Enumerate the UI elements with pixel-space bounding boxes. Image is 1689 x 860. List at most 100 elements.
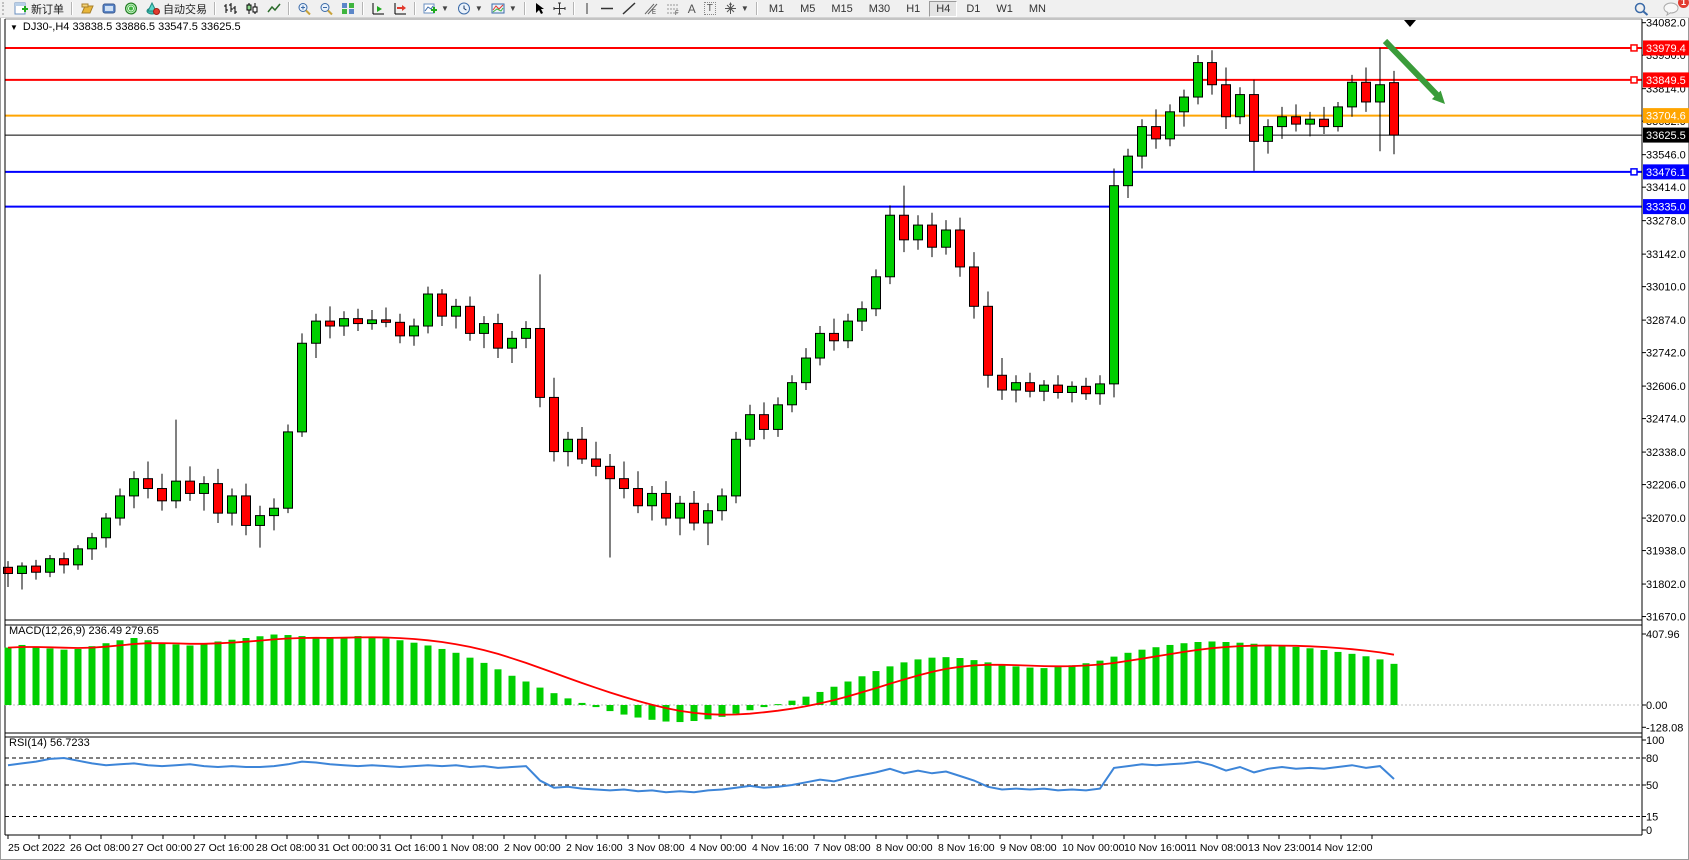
timeframe-m1[interactable]: M1	[768, 2, 785, 15]
candle	[1067, 385, 1077, 393]
timeframe-h1[interactable]: H1	[906, 2, 921, 15]
rsi-line	[7, 756, 1395, 794]
timeframe-mn[interactable]: MN	[1028, 2, 1046, 15]
candle	[1137, 126, 1147, 157]
svg-text:8 Nov 16:00: 8 Nov 16:00	[938, 842, 995, 854]
candle	[1277, 116, 1287, 128]
timeframe-m15[interactable]: M15	[831, 2, 853, 15]
svg-text:13 Nov 23:00: 13 Nov 23:00	[1248, 842, 1311, 854]
horizontal-line-tool[interactable]	[596, 1, 618, 17]
main-toolbar: 新订单 自动交易 ▼ ▼ ▼ E F A T ▼ M1 M5 M15 M30 H1 H4 D…	[0, 0, 1689, 18]
profiles-button[interactable]	[76, 1, 98, 17]
svg-text:31 Oct 00:00: 31 Oct 00:00	[318, 842, 378, 854]
candle	[395, 321, 405, 337]
svg-text:2 Nov 16:00: 2 Nov 16:00	[566, 842, 623, 854]
market-watch-button[interactable]	[98, 1, 120, 17]
equidistant-channel-tool[interactable]: E	[640, 1, 662, 17]
vertical-line-tool[interactable]	[578, 1, 596, 17]
channel-icon: E	[644, 2, 658, 15]
search-button[interactable]	[1630, 1, 1653, 17]
svg-text:4 Nov 16:00: 4 Nov 16:00	[752, 842, 809, 854]
candle	[759, 414, 769, 430]
svg-text:33278.0: 33278.0	[1646, 216, 1686, 228]
candle	[941, 229, 951, 248]
candle	[1081, 385, 1091, 395]
candle	[1319, 118, 1329, 128]
autotrading-button[interactable]: 自动交易	[142, 1, 211, 17]
news-button[interactable]	[120, 1, 142, 17]
candle	[787, 382, 797, 406]
candle	[1179, 96, 1189, 113]
candle	[731, 438, 741, 497]
price-level-lines[interactable]	[5, 44, 1642, 208]
candle	[843, 320, 853, 342]
candle	[3, 566, 13, 574]
candle	[703, 510, 713, 524]
zoom-out-button[interactable]	[315, 1, 337, 17]
cursor-tool-button[interactable]	[529, 1, 549, 17]
dropdown-caret: ▼	[474, 4, 483, 13]
svg-text:27 Oct 16:00: 27 Oct 16:00	[194, 842, 254, 854]
level-handle[interactable]	[1630, 44, 1638, 52]
zoom-in-icon	[297, 2, 311, 15]
svg-text:33546.0: 33546.0	[1646, 150, 1686, 162]
candle	[1151, 126, 1161, 140]
arrows-icon	[724, 2, 737, 15]
chart-shift-button[interactable]	[389, 1, 411, 17]
separator	[755, 2, 758, 15]
autoscroll-icon	[371, 2, 385, 15]
chat-button[interactable]: 1	[1659, 0, 1689, 17]
scroll-marker-icon[interactable]	[1404, 20, 1416, 27]
crosshair-tool-button[interactable]	[549, 1, 570, 17]
svg-text:33849.5: 33849.5	[1646, 75, 1686, 87]
line-chart-button[interactable]	[263, 1, 285, 17]
svg-text:33142.0: 33142.0	[1646, 249, 1686, 261]
label-tool-button[interactable]: T	[700, 1, 720, 17]
svg-text:31938.0: 31938.0	[1646, 546, 1686, 558]
templates-dropdown[interactable]: ▼	[487, 1, 521, 17]
new-order-label: 新订单	[31, 3, 64, 16]
svg-text:32474.0: 32474.0	[1646, 414, 1686, 426]
periods-dropdown[interactable]: ▼	[453, 1, 487, 17]
candle	[101, 517, 111, 539]
timeframe-d1[interactable]: D1	[966, 2, 981, 15]
candlestick-chart-button[interactable]	[241, 1, 263, 17]
arrows-tool-dropdown[interactable]: ▼	[720, 1, 753, 17]
indicators-dropdown[interactable]: ▼	[419, 1, 453, 17]
text-tool-button[interactable]: A	[684, 1, 700, 17]
trendline-tool[interactable]	[618, 1, 640, 17]
separator	[414, 2, 416, 15]
new-order-button[interactable]: 新订单	[10, 1, 68, 17]
timeframe-h4[interactable]: H4	[929, 0, 958, 17]
toolbar-grip[interactable]	[2, 2, 8, 15]
timeframe-w1[interactable]: W1	[996, 2, 1013, 15]
arrow-annotation[interactable]	[1382, 38, 1445, 104]
autoscroll-button[interactable]	[367, 1, 389, 17]
notification-badge: 1	[1678, 0, 1689, 8]
candle	[913, 224, 923, 241]
candle	[465, 305, 475, 334]
svg-text:1 Nov 08:00: 1 Nov 08:00	[442, 842, 499, 854]
timeframe-m5[interactable]: M5	[800, 2, 816, 15]
tile-windows-button[interactable]	[337, 1, 359, 17]
level-handle[interactable]	[1630, 76, 1638, 84]
candle	[199, 483, 209, 494]
timeframe-m30[interactable]: M30	[868, 2, 891, 15]
chart-menu-icon[interactable]: ▼	[10, 22, 18, 32]
candle	[87, 537, 97, 550]
indicators-icon	[423, 2, 437, 15]
candle	[1361, 81, 1371, 103]
candle	[633, 488, 643, 507]
cursor-icon	[533, 2, 545, 15]
fibonacci-tool[interactable]: F	[662, 1, 684, 17]
svg-text:26 Oct 08:00: 26 Oct 08:00	[70, 842, 130, 854]
level-handle[interactable]	[1630, 168, 1638, 176]
zoom-in-button[interactable]	[293, 1, 315, 17]
svg-text:32206.0: 32206.0	[1646, 480, 1686, 492]
svg-text:33414.0: 33414.0	[1646, 182, 1686, 194]
bar-chart-button[interactable]	[219, 1, 241, 17]
candle	[899, 214, 909, 241]
line-chart-icon	[267, 2, 281, 15]
zoom-out-icon	[319, 2, 333, 15]
